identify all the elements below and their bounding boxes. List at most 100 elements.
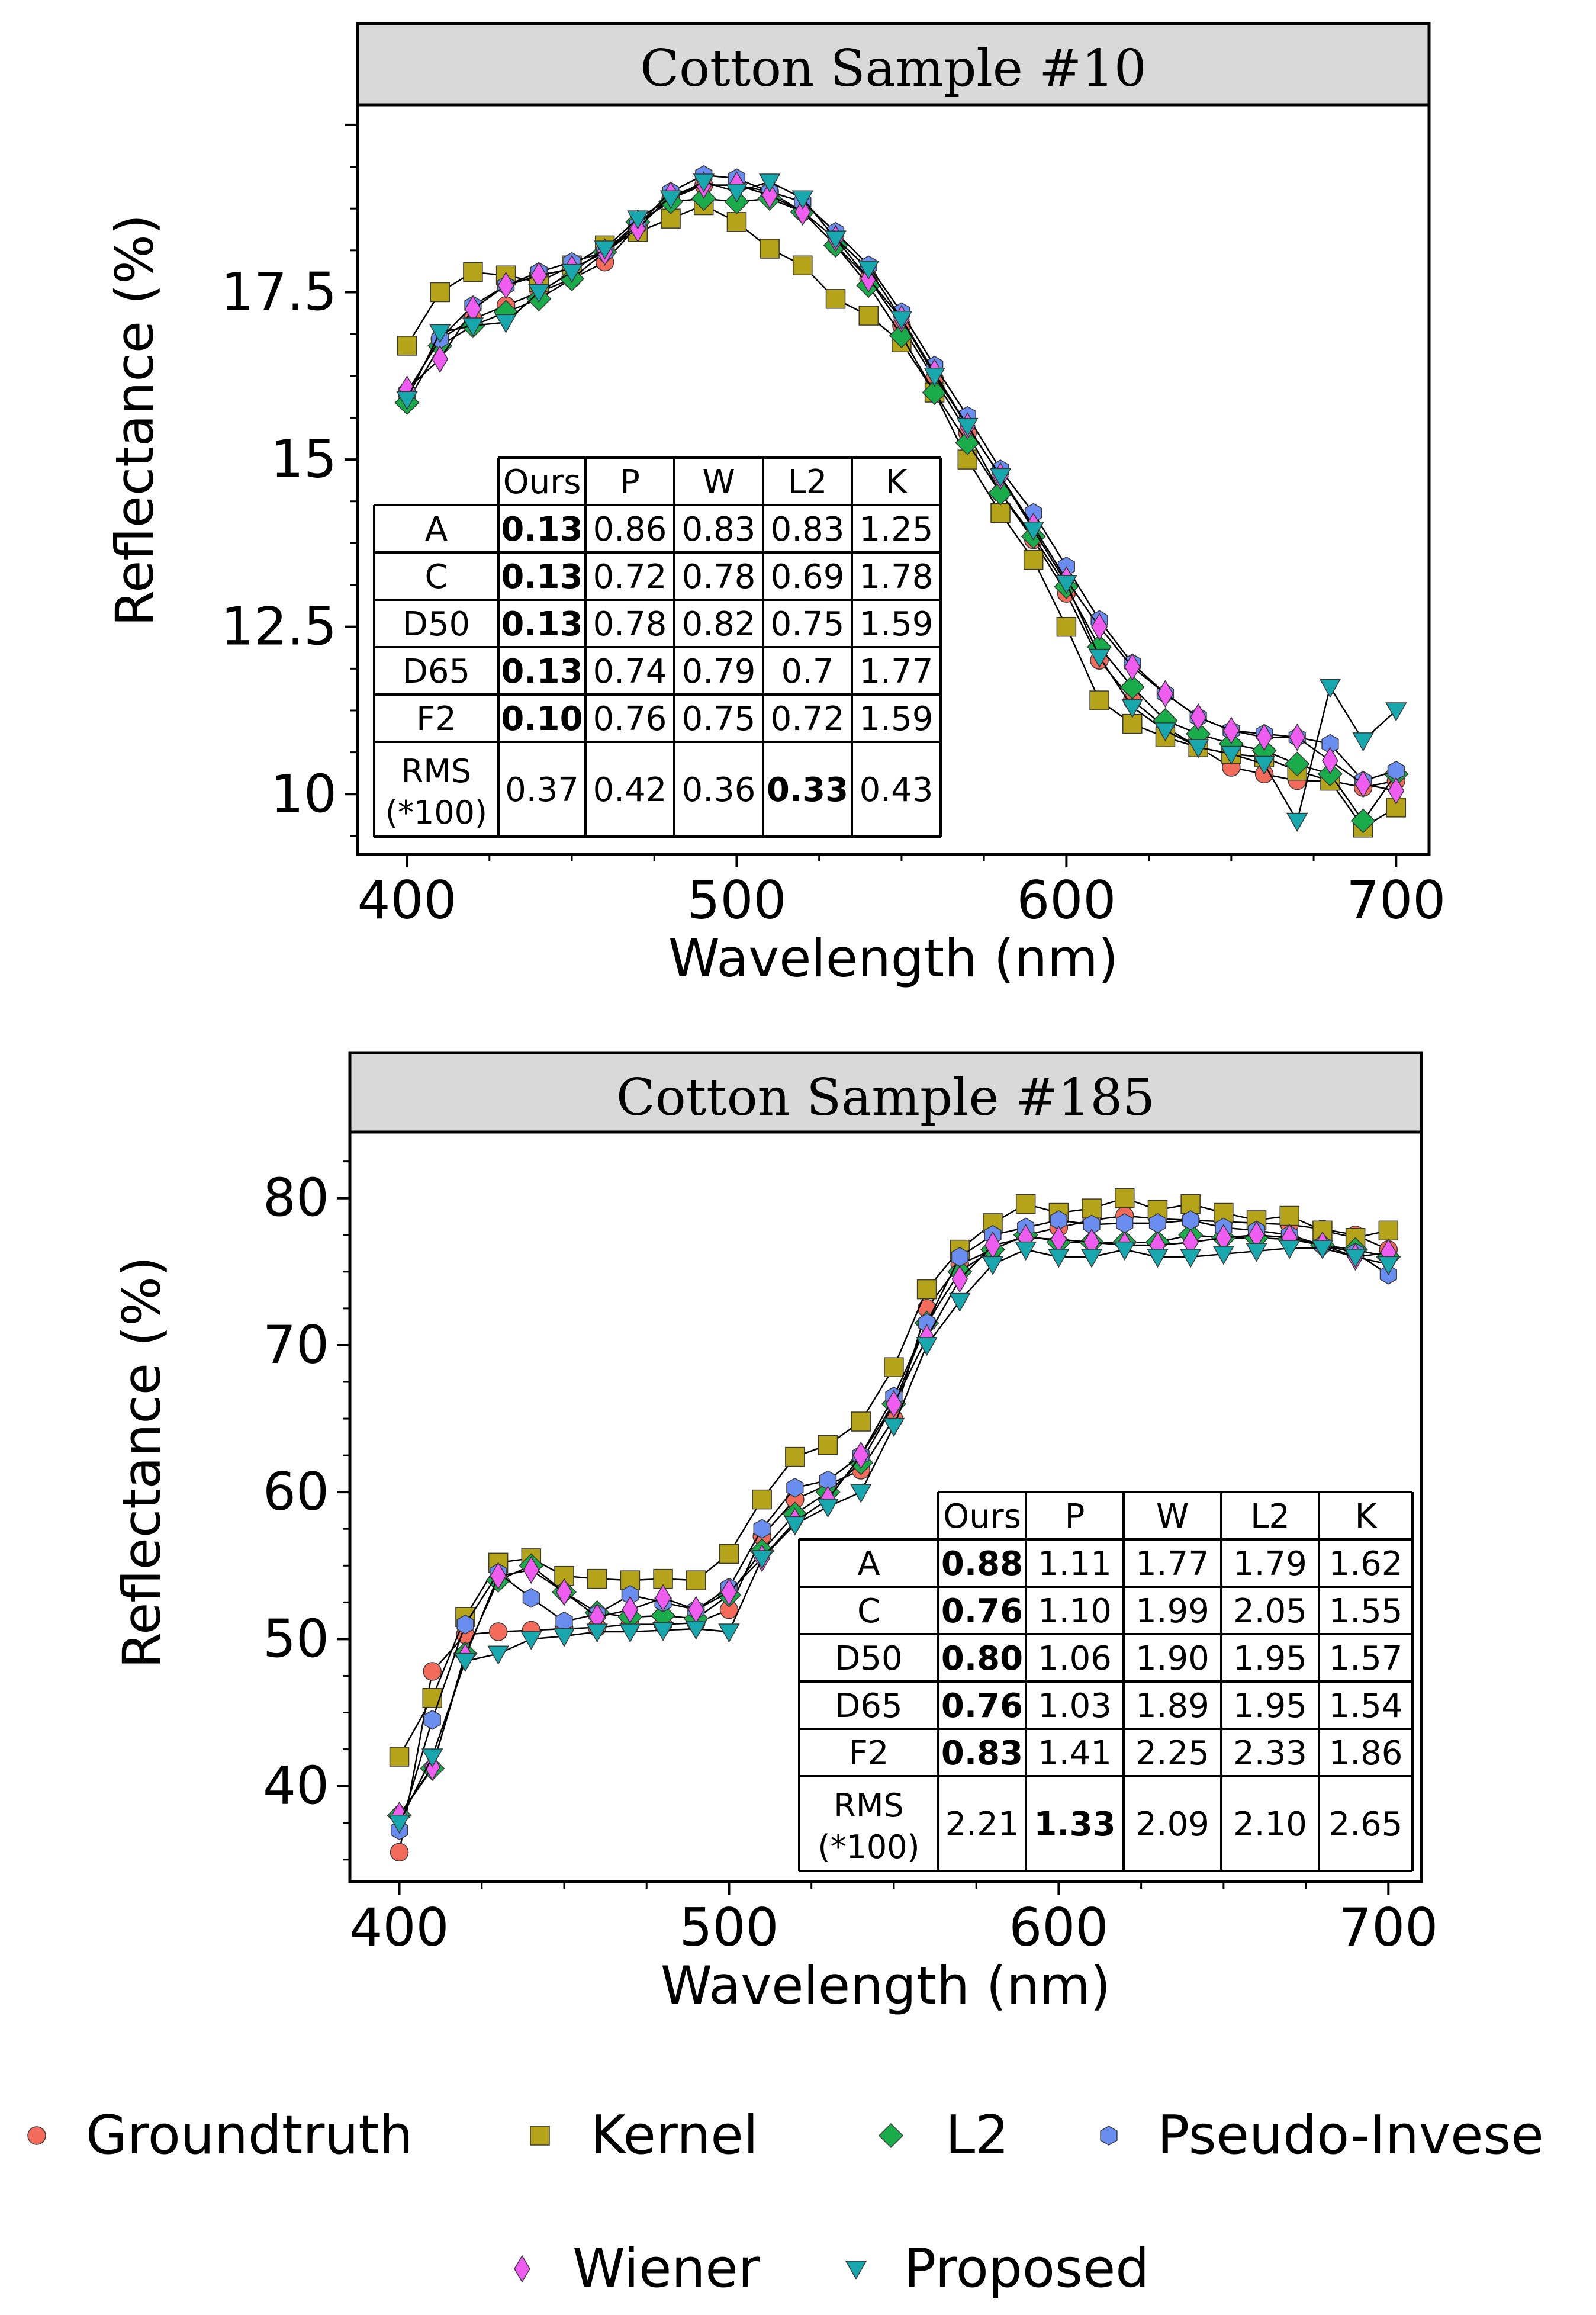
- table-cell: 1.77: [860, 652, 934, 691]
- table-header-cell: K: [886, 463, 908, 501]
- data-point: [1056, 575, 1077, 594]
- series-kernel: [389, 1188, 1399, 1767]
- data-point: [490, 1562, 507, 1590]
- chart-panel-2: Cotton Sample #185 400 500 600 700 40 50 60 70 80…: [111, 1051, 1438, 2016]
- data-point: [884, 1357, 904, 1377]
- data-point: [520, 1631, 542, 1650]
- data-point: [432, 345, 449, 374]
- data-point: [1157, 680, 1174, 708]
- legend-label: Proposed: [904, 2237, 1149, 2300]
- data-point: [1222, 716, 1240, 745]
- legend: Groundtruth Kernel L2 Pseudo-Invese Wiener Pr…: [27, 2104, 1544, 2300]
- table-cell: 1.57: [1329, 1639, 1403, 1678]
- data-point: [1080, 1249, 1103, 1268]
- table-cell: 0.13: [501, 605, 583, 644]
- data-point: [1114, 1241, 1136, 1261]
- y-tick-label: 10: [271, 763, 337, 824]
- data-point: [522, 1588, 540, 1608]
- table-cell: 2.10: [1233, 1805, 1307, 1844]
- table-header-cell: P: [1065, 1497, 1085, 1536]
- data-point: [916, 1279, 937, 1300]
- table-row-label: RMS: [834, 1787, 903, 1824]
- title-bar: [348, 1051, 1423, 1134]
- legend-marker-triangle-down-icon: [845, 2261, 867, 2280]
- table-cell: 0.69: [771, 558, 845, 596]
- legend-label: L2: [945, 2104, 1009, 2166]
- y-axis-label: Reflectance (%): [104, 214, 165, 626]
- table-row-label: D50: [403, 605, 470, 644]
- table-row-label: F2: [849, 1734, 889, 1773]
- title-bar: [356, 22, 1431, 107]
- data-point: [619, 1623, 641, 1643]
- data-point: [556, 1578, 572, 1606]
- table-header-bg: [498, 458, 941, 505]
- table-cell: 0.74: [593, 652, 667, 691]
- data-point: [753, 1519, 771, 1539]
- table-row-label: D50: [835, 1639, 902, 1678]
- data-point: [752, 1489, 772, 1510]
- data-point: [389, 1747, 410, 1767]
- data-point: [951, 1265, 968, 1293]
- data-point: [989, 468, 1012, 487]
- data-point: [1385, 702, 1407, 722]
- table-cell: 0.33: [767, 771, 848, 809]
- table-header-cell: W: [1156, 1497, 1189, 1536]
- data-point: [784, 1516, 806, 1536]
- legend-marker-circle-icon: [27, 2126, 46, 2145]
- table-cell: 1.59: [860, 605, 934, 644]
- table-cell: 1.89: [1135, 1687, 1209, 1725]
- data-point: [1212, 1246, 1235, 1265]
- legend-marker-hexagon-icon: [1100, 2126, 1118, 2146]
- x-tick-label: 500: [679, 1897, 778, 1958]
- data-point: [890, 310, 913, 330]
- data-point: [1322, 747, 1338, 775]
- table-cell: 0.75: [682, 700, 756, 738]
- data-point: [825, 289, 846, 309]
- table-row-label: A: [857, 1545, 880, 1583]
- table-cell: 2.25: [1135, 1734, 1209, 1773]
- chart-title: Cotton Sample #10: [640, 39, 1146, 98]
- x-axis-label: Wavelength (nm): [668, 928, 1118, 989]
- data-point: [1246, 1243, 1267, 1262]
- data-point: [495, 314, 517, 333]
- data-point: [421, 1748, 443, 1768]
- table-cell: 0.13: [501, 652, 583, 691]
- metrics-table: Ours P W L2 K A 0.13 0.86 0.83 0.83 1.25 C 0.13 0.72 0…: [373, 456, 942, 838]
- data-point: [852, 1441, 870, 1470]
- table-cell: 0.7: [781, 652, 834, 691]
- table-cell: 1.33: [1034, 1805, 1115, 1844]
- x-axis-label: Wavelength (nm): [661, 1955, 1111, 2016]
- data-point: [785, 1446, 805, 1467]
- data-point: [817, 1499, 839, 1518]
- table-row-label: D65: [403, 652, 470, 691]
- data-point: [463, 262, 483, 282]
- data-point: [990, 503, 1011, 523]
- y-tick-label: 50: [263, 1608, 329, 1669]
- data-point: [1147, 1249, 1169, 1268]
- data-point: [760, 239, 780, 259]
- data-point: [659, 190, 682, 210]
- data-point: [396, 391, 418, 410]
- table-header-cell: W: [702, 463, 735, 501]
- table-row-label: F2: [416, 700, 456, 738]
- data-point: [1286, 812, 1308, 832]
- table-cell: 0.76: [941, 1592, 1023, 1631]
- table-cell: 1.95: [1233, 1639, 1307, 1678]
- data-point: [652, 1622, 674, 1642]
- data-point: [818, 1435, 838, 1455]
- table-cell: 0.83: [771, 510, 845, 549]
- y-tick-label: 40: [263, 1755, 329, 1816]
- table-cell: 0.76: [593, 700, 667, 738]
- data-point: [1256, 723, 1273, 751]
- x-tick-label: 400: [358, 870, 457, 931]
- data-point: [454, 1652, 477, 1673]
- data-point: [1352, 732, 1374, 752]
- data-point: [858, 306, 879, 326]
- data-point: [1115, 1188, 1135, 1208]
- x-tick-label: 700: [1346, 870, 1446, 931]
- table-cell: 1.79: [1233, 1545, 1307, 1583]
- table-row-label: A: [425, 510, 448, 549]
- table-cell: 1.99: [1135, 1592, 1209, 1631]
- data-point: [429, 324, 451, 343]
